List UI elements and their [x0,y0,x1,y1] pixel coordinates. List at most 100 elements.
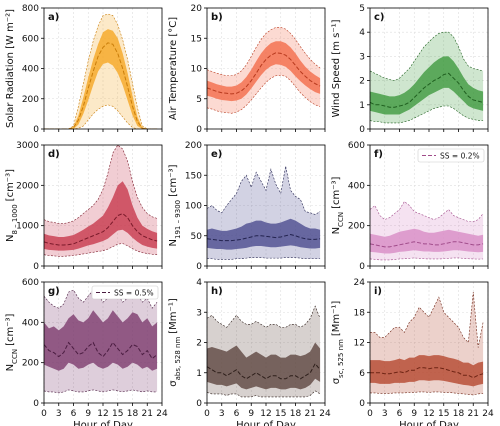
y-tick-label: 0 [196,399,202,409]
y-tick-label: 24 [354,278,366,288]
panel-label: h) [211,286,223,297]
median-line [370,72,484,108]
y-axis-label: N8 – 1000 [cm⁻³] [5,169,19,242]
legend-box [417,148,485,163]
x-tick-label: 24 [482,409,494,419]
y-tick-label: 12 [354,339,365,349]
y-tick-label: 150 [185,171,202,181]
panel-label: a) [48,12,59,23]
percentile-line [370,31,484,81]
legend-label: SS = 0.2% [440,152,480,161]
y-tick-label: 0 [359,399,365,409]
x-tick-label: 3 [219,409,225,419]
y-label-base: σ [331,377,342,384]
x-tick-label: 0 [367,409,373,419]
x-tick-label: 21 [142,409,153,419]
y-tick-label: 5 [359,4,365,14]
panel-label: c) [374,12,385,23]
median-line [44,341,158,360]
panel-label: b) [211,12,223,23]
percentile-line [207,27,321,77]
y-label-sub: sc, 525 nm [337,339,345,378]
x-axis-label: Hour of Day [399,420,459,426]
x-tick-label: 15 [112,409,123,419]
y-tick-label: 4 [359,28,365,38]
panel-label: f) [374,149,383,160]
percentile-line [44,289,158,309]
x-tick-label: 15 [438,409,449,419]
percentile-line [207,390,321,398]
x-tick-label: 12 [423,409,434,419]
panel-label: g) [48,286,60,297]
x-tick-label: 18 [453,409,465,419]
y-tick-label: 0 [359,125,365,135]
y-tick-label: 15 [191,34,202,44]
percentile-line [370,105,484,124]
y-tick-label: 400 [348,181,365,191]
legend: SS = 0.2% [417,148,485,163]
y-axis-label: σabs, 528 nm [Mm⁻¹] [168,298,182,387]
axes-frame [206,144,326,267]
axes-frame [369,281,489,404]
axes-frame [43,144,163,267]
inner-band [207,218,321,250]
y-label-sub: CCN [337,212,345,227]
percentile-line [207,166,321,215]
y-label-sub: 8 – 1000 [11,204,19,234]
percentile-line [370,391,484,396]
percentile-line [370,257,484,261]
y-label-unit: [Mm⁻¹] [168,298,179,334]
y-tick-label: 1000 [16,222,39,232]
x-tick-label: 18 [127,409,139,419]
x-tick-label: 9 [248,409,254,419]
y-label-unit: [cm⁻³] [168,164,179,196]
panel: 0 5 10 15 20 b) Air Temperature [°C] [168,4,326,135]
percentile-line [44,145,158,224]
x-axis-label: Hour of Day [73,420,133,426]
y-tick-label: 0 [33,125,39,135]
y-label-sub: 191 – 9300 [174,200,182,239]
y-tick-label: 0 [359,262,365,272]
axes-frame [43,7,163,130]
y-tick-label: 2 [196,339,202,349]
inner-band [370,355,484,387]
y-label-base: N [5,364,16,371]
inner-band [207,41,321,102]
axes-frame [206,7,326,130]
y-label-sub: CCN [11,349,19,364]
x-tick-label: 0 [41,409,47,419]
panel-label: d) [48,149,60,160]
panel-label: e) [211,149,222,160]
x-tick-label: 21 [305,409,316,419]
panel: 0 200 400 600 f) NCCN [cm⁻³] SS = 0.2% [331,141,489,272]
axes-frame [369,7,489,130]
y-tick-label: 400 [22,318,39,328]
y-label-unit: [cm⁻³] [331,176,342,208]
x-tick-label: 6 [397,409,403,419]
y-tick-label: 0 [196,262,202,272]
y-label-unit: [Mm⁻¹] [331,301,342,337]
x-tick-label: 24 [156,409,168,419]
inner-band [207,342,321,390]
median-line [207,52,321,95]
axes-frame [43,281,163,404]
x-tick-label: 0 [204,409,210,419]
panel: 0 50 100 150 200 e) N191 – 9300 [cm⁻³] [168,141,326,272]
median-line [207,234,321,242]
x-tick-label: 6 [71,409,77,419]
x-tick-label: 18 [290,409,302,419]
percentile-line [370,292,484,348]
x-tick-label: 3 [56,409,62,419]
y-tick-label: 3 [196,308,202,318]
y-tick-label: 600 [22,34,39,44]
y-label-unit: [cm⁻³] [5,169,16,201]
panel: 0 1 2 3 4 5 c) Wind Speed [m s⁻¹] [331,4,489,135]
y-axis-label: Wind Speed [m s⁻¹] [331,19,342,117]
y-tick-label: 20 [191,4,203,14]
y-tick-label: 2 [359,77,365,87]
percentile-line [370,201,484,222]
y-tick-label: 200 [22,359,39,369]
